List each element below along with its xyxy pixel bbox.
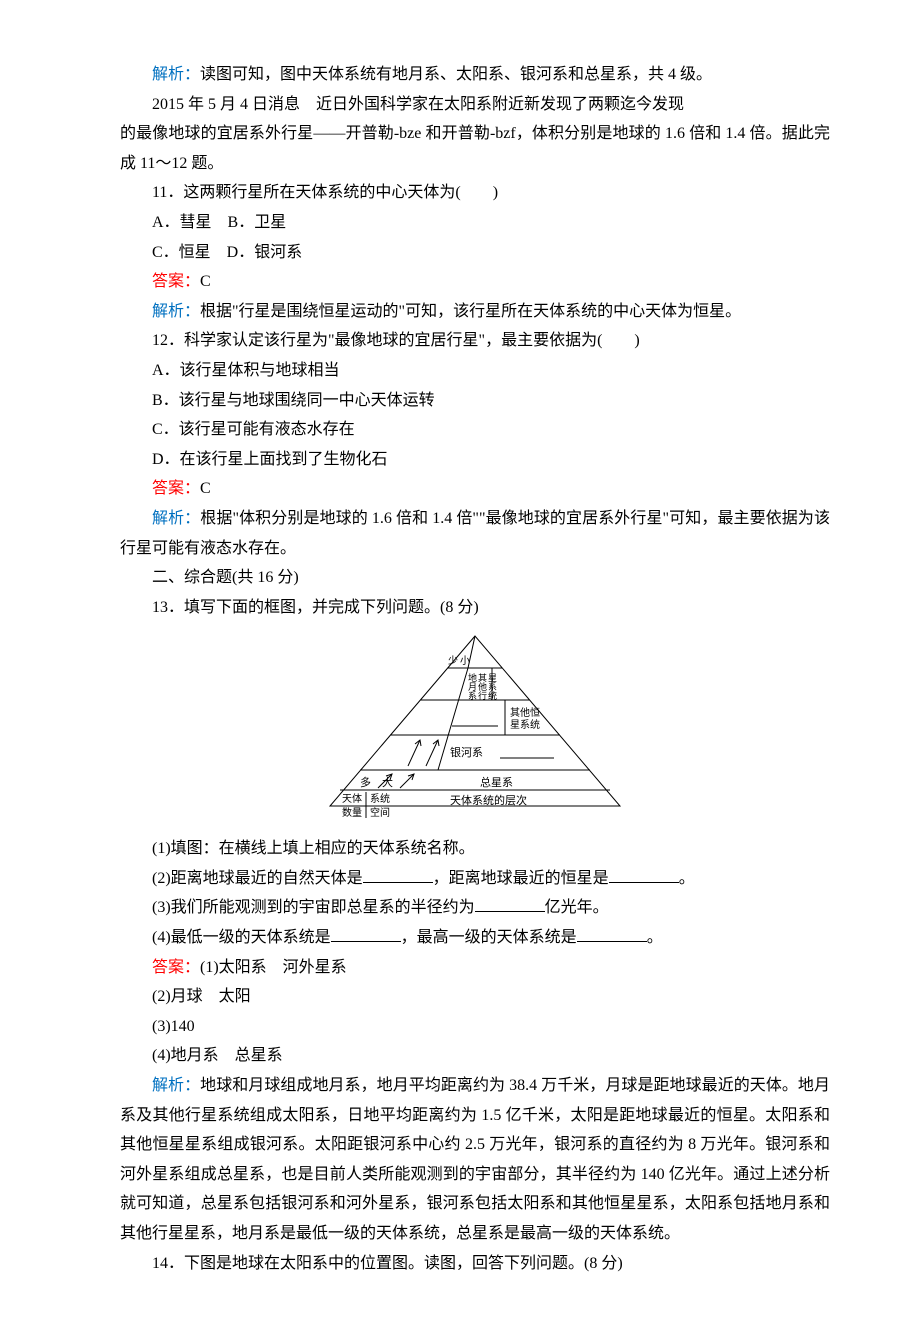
explain-text: 根据"行星是围绕恒星运动的"可知，该行星所在天体系统的中心天体为恒星。: [200, 303, 741, 320]
explain-text: 读图可知，图中天体系统有地月系、太阳系、银河系和总星系，共 4 级。: [200, 66, 712, 83]
explain-text: 地球和月球组成地月系，地月平均距离约为 38.4 万千米，月球是距地球最近的天体…: [120, 1077, 830, 1242]
row3-left: 银河系: [450, 745, 483, 759]
section-2-heading: 二、综合题(共 16 分): [120, 563, 830, 593]
answer-value: C: [200, 273, 211, 290]
svg-text:系: 系: [468, 691, 477, 701]
q13-sub4b: ，最高一级的天体系统是: [401, 929, 577, 946]
blank-field: [475, 895, 545, 912]
q13-stem: 13．填写下面的框图，并完成下列问题。(8 分): [120, 593, 830, 623]
q13-sub2b: ，距离地球最近的恒星是: [433, 870, 609, 887]
svg-text:行: 行: [478, 690, 487, 701]
q12-option-d: D．在该行星上面找到了生物化石: [120, 445, 830, 475]
q13-answer-4: (4)地月系 总星系: [120, 1041, 830, 1071]
axis-xitong: 系统: [370, 792, 390, 805]
q11-stem: 11．这两颗行星所在天体系统的中心天体为( ): [120, 178, 830, 208]
prev-explanation: 解析：读图可知，图中天体系统有地月系、太阳系、银河系和总星系，共 4 级。: [120, 60, 830, 90]
answer-label: 答案：: [152, 959, 200, 976]
pyramid-svg: 少 小 多 大 天体 系统 数量 空间 地 月 系 其 他 行 星 系 统 其他…: [320, 628, 630, 828]
q13-sub4a: (4)最低一级的天体系统是: [152, 929, 331, 946]
q13-sub2a: (2)距离地球最近的自然天体是: [152, 870, 363, 887]
q13-answer-2: (2)月球 太阳: [120, 982, 830, 1012]
axis-kongjian: 空间: [370, 806, 390, 819]
q12-option-b: B．该行星与地球围绕同一中心天体运转: [120, 386, 830, 416]
axis-shao: 少: [448, 655, 458, 667]
q13-explanation: 解析：地球和月球组成地月系，地月平均距离约为 38.4 万千米，月球是距地球最近…: [120, 1071, 830, 1249]
svg-text:统: 统: [488, 690, 497, 701]
explain-label: 解析：: [152, 303, 200, 320]
explain-text: 根据"体积分别是地球的 1.6 倍和 1.4 倍""最像地球的宜居系外行星"可知…: [120, 510, 830, 557]
q12-explanation: 解析：根据"体积分别是地球的 1.6 倍和 1.4 倍""最像地球的宜居系外行星…: [120, 504, 830, 563]
q11-explanation: 解析：根据"行星是围绕恒星运动的"可知，该行星所在天体系统的中心天体为恒星。: [120, 297, 830, 327]
blank-field: [363, 866, 433, 883]
answer-value: (1)太阳系 河外星系: [200, 959, 347, 976]
axis-duo: 多: [360, 775, 371, 789]
q13-answer-3: (3)140: [120, 1012, 830, 1042]
answer-value: C: [200, 480, 211, 497]
q13-sub2: (2)距离地球最近的自然天体是 ，距离地球最近的恒星是 。: [120, 864, 830, 894]
q13-sub3a: (3)我们所能观测到的宇宙即总星系的半径约为: [152, 899, 475, 916]
explain-label: 解析：: [152, 66, 200, 83]
blank-field: [577, 925, 647, 942]
pyramid-figure: 少 小 多 大 天体 系统 数量 空间 地 月 系 其 他 行 星 系 统 其他…: [120, 622, 830, 834]
axis-xiao: 小: [460, 655, 470, 667]
q13-sub4c: 。: [647, 929, 663, 946]
q12-option-a: A．该行星体积与地球相当: [120, 356, 830, 386]
q12-answer: 答案：C: [120, 474, 830, 504]
answer-label: 答案：: [152, 480, 200, 497]
pyramid-caption: 天体系统的层次: [450, 793, 527, 807]
passage-line2: 的最像地球的宜居系外行星——开普勒-bze 和开普勒-bzf，体积分别是地球的 …: [120, 119, 830, 178]
q13-sub4: (4)最低一级的天体系统是 ，最高一级的天体系统是 。: [120, 923, 830, 953]
explain-label: 解析：: [152, 510, 200, 527]
row2-right-2: 星系统: [510, 718, 540, 731]
row2-right-1: 其他恒: [510, 706, 540, 719]
q13-sub3b: 亿光年。: [545, 899, 609, 916]
axis-tianti: 天体: [342, 793, 362, 805]
blank-field: [609, 866, 679, 883]
row4-left: 总星系: [480, 775, 513, 789]
q13-sub3: (3)我们所能观测到的宇宙即总星系的半径约为 亿光年。: [120, 893, 830, 923]
page-content: 解析：读图可知，图中天体系统有地月系、太阳系、银河系和总星系，共 4 级。 20…: [0, 0, 920, 1338]
blank-field: [331, 925, 401, 942]
answer-label: 答案：: [152, 273, 200, 290]
explain-label: 解析：: [152, 1077, 200, 1094]
q13-answer-1: 答案：(1)太阳系 河外星系: [120, 953, 830, 983]
q14-stem: 14．下图是地球在太阳系中的位置图。读图，回答下列问题。(8 分): [120, 1249, 830, 1279]
axis-da: 大: [382, 775, 393, 789]
q12-option-c: C．该行星可能有液态水存在: [120, 415, 830, 445]
q13-sub1: (1)填图：在横线上填上相应的天体系统名称。: [120, 834, 830, 864]
q13-sub2c: 。: [679, 870, 695, 887]
q12-stem: 12．科学家认定该行星为"最像地球的宜居行星"，最主要依据为( ): [120, 326, 830, 356]
q11-option-cd: C．恒星 D．银河系: [120, 238, 830, 268]
axis-shuliang: 数量: [342, 806, 362, 819]
q11-answer: 答案：C: [120, 267, 830, 297]
passage-line1: 2015 年 5 月 4 日消息 近日外国科学家在太阳系附近新发现了两颗迄今发现: [120, 90, 830, 120]
q11-option-ab: A．彗星 B．卫星: [120, 208, 830, 238]
